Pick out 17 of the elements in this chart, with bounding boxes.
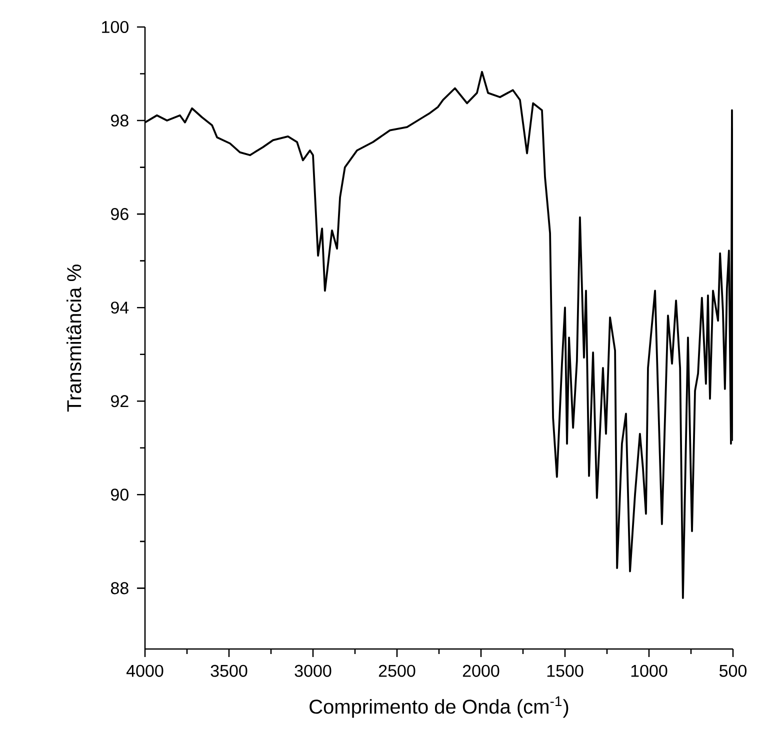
x-tick-label: 3500 [210,664,248,677]
y-tick-label: 98 [111,114,128,127]
x-tick-label: 500 [719,664,747,677]
x-tick-label: 3000 [294,664,332,677]
x-tick-label: 2500 [378,664,416,677]
x-tick-label: 2000 [462,664,500,677]
y-tick-label: 100 [102,20,128,34]
x-tick-label: 1000 [631,664,668,677]
y-tick-label: 90 [111,488,128,501]
y-axis-title: Transmitância % [66,264,82,412]
x-tick-label: 1500 [547,664,584,677]
y-tick-label: 88 [110,582,128,594]
y-tick-label: 96 [111,208,128,220]
y-tick-label: 94 [111,302,129,314]
x-axis-title: Comprimento de Onda (cm$^{-1}$) [310,696,568,718]
y-tick-label: 92 [111,395,128,408]
x-tick-label: 4000 [126,664,164,677]
